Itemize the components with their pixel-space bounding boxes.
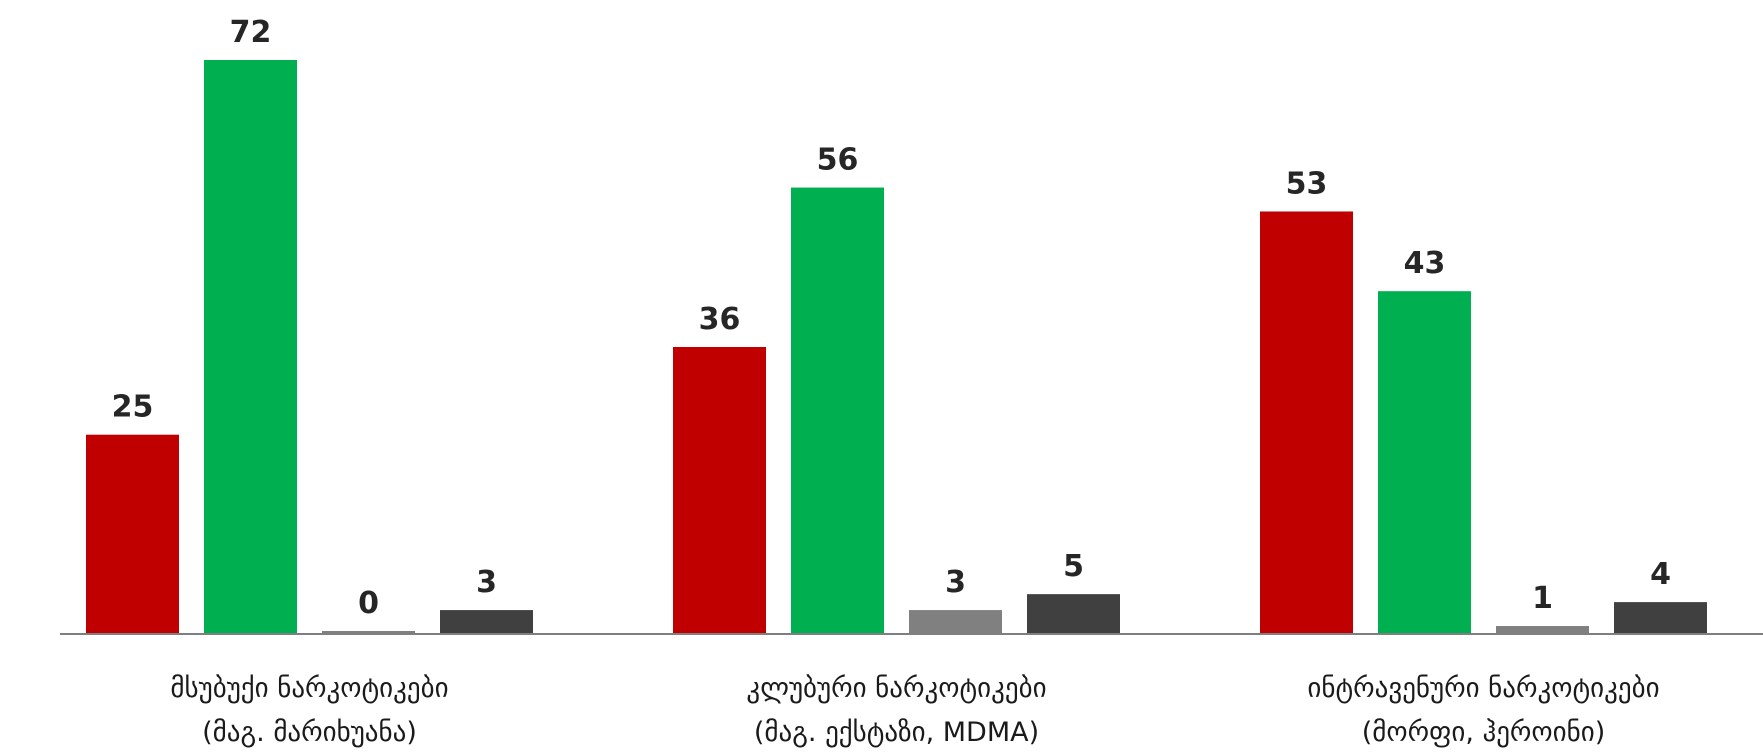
category-labels-group: მსუბუქი ნარკოტიკები (მაგ. მარიხუანა) კლუბუ… <box>170 673 1659 748</box>
bar-series-1-cat-0 <box>204 60 297 634</box>
category-label-line: (მაგ. მარიხუანა) <box>202 717 417 748</box>
value-label: 53 <box>1286 166 1328 201</box>
value-labels-group: 25 72 0 3 36 56 3 5 53 43 1 4 <box>112 15 1671 621</box>
category-label-line: მსუბუქი ნარკოტიკები <box>170 673 448 704</box>
bar-series-2-cat-0 <box>322 631 415 634</box>
bar-series-0-cat-0 <box>86 434 179 634</box>
value-label: 3 <box>476 565 497 600</box>
category-label-line: ინტრავენური ნარკოტიკები <box>1307 673 1659 704</box>
bar-series-0-cat-2 <box>1260 211 1353 634</box>
value-label: 3 <box>945 565 966 600</box>
bar-series-0-cat-1 <box>673 347 766 634</box>
value-label: 56 <box>817 143 859 178</box>
value-label: 36 <box>699 302 741 337</box>
value-label: 4 <box>1650 557 1671 592</box>
bar-series-2-cat-2 <box>1496 626 1589 634</box>
bars-group <box>86 60 1707 635</box>
value-label: 1 <box>1532 581 1553 616</box>
bar-series-2-cat-1 <box>909 610 1002 634</box>
bar-series-3-cat-0 <box>440 610 533 634</box>
value-label: 0 <box>358 586 379 621</box>
category-label-line: (მორფი, ჰეროინი) <box>1362 717 1606 748</box>
value-label: 5 <box>1063 549 1084 584</box>
value-label: 25 <box>112 390 154 425</box>
bar-series-3-cat-1 <box>1027 594 1120 634</box>
bar-series-3-cat-2 <box>1614 602 1707 634</box>
value-label: 72 <box>230 15 272 50</box>
category-label-line: კლუბური ნარკოტიკები <box>746 673 1046 704</box>
value-label: 43 <box>1404 246 1446 281</box>
bar-series-1-cat-1 <box>791 187 884 635</box>
bar-series-1-cat-2 <box>1378 291 1471 634</box>
category-label-line: (მაგ. ექსტაზი, MDMA) <box>754 717 1039 748</box>
